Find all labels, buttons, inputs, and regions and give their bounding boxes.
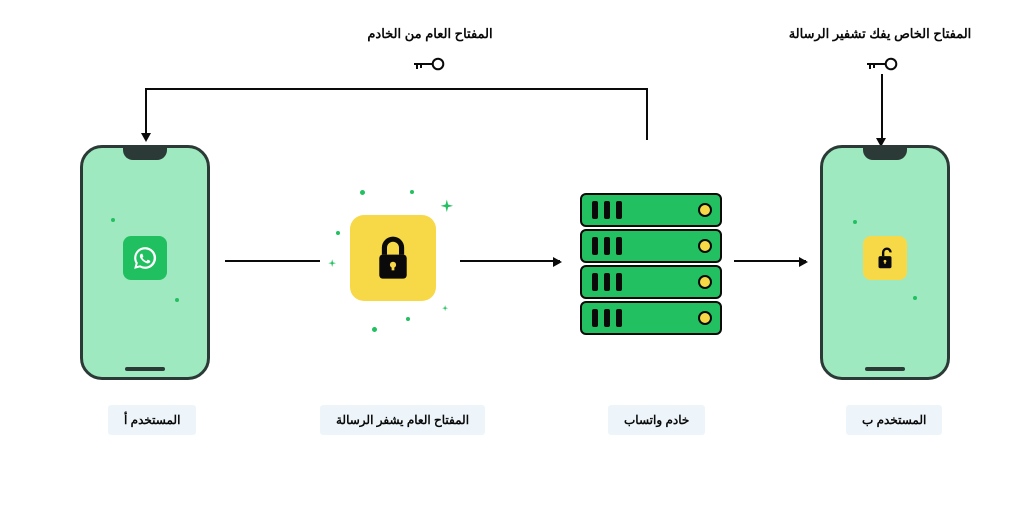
caption-user-b: المستخدم ب	[846, 405, 942, 435]
private-key-label: المفتاح الخاص يفك تشفير الرسالة	[760, 26, 1000, 42]
encrypt-node	[350, 215, 436, 301]
sparkle-dot	[853, 220, 857, 224]
phone-user-b	[820, 145, 950, 380]
star-icon	[440, 303, 452, 315]
key-icon	[412, 56, 446, 77]
whatsapp-icon	[123, 236, 167, 280]
server-unit	[580, 265, 722, 299]
sparkle-dot	[336, 231, 340, 235]
connector-server-to-user-a	[145, 88, 648, 140]
connector-key-to-user-b	[881, 74, 883, 140]
caption-server: خادم واتساب	[608, 405, 705, 435]
star-icon	[326, 257, 340, 271]
diagram-row	[0, 145, 1024, 375]
sparkle-dot	[410, 190, 414, 194]
server-unit	[580, 193, 722, 227]
caption-encrypt: المفتاح العام يشفر الرسالة	[320, 405, 485, 435]
public-key-label: المفتاح العام من الخادم	[300, 26, 560, 42]
star-icon	[438, 197, 456, 215]
server-node	[580, 193, 722, 337]
sparkle-dot	[175, 298, 179, 302]
sparkle-dot	[372, 327, 377, 332]
server-unit	[580, 301, 722, 335]
flow-arrow	[734, 260, 806, 262]
sparkle-dot	[913, 296, 917, 300]
server-unit	[580, 229, 722, 263]
flow-arrow	[225, 260, 320, 262]
lock-icon	[372, 234, 414, 282]
sparkle-dot	[360, 190, 365, 195]
caption-user-a: المستخدم أ	[108, 405, 196, 435]
sparkle-dot	[406, 317, 410, 321]
flow-arrow	[460, 260, 560, 262]
phone-user-a	[80, 145, 210, 380]
unlock-icon	[863, 236, 907, 280]
sparkle-dot	[111, 218, 115, 222]
